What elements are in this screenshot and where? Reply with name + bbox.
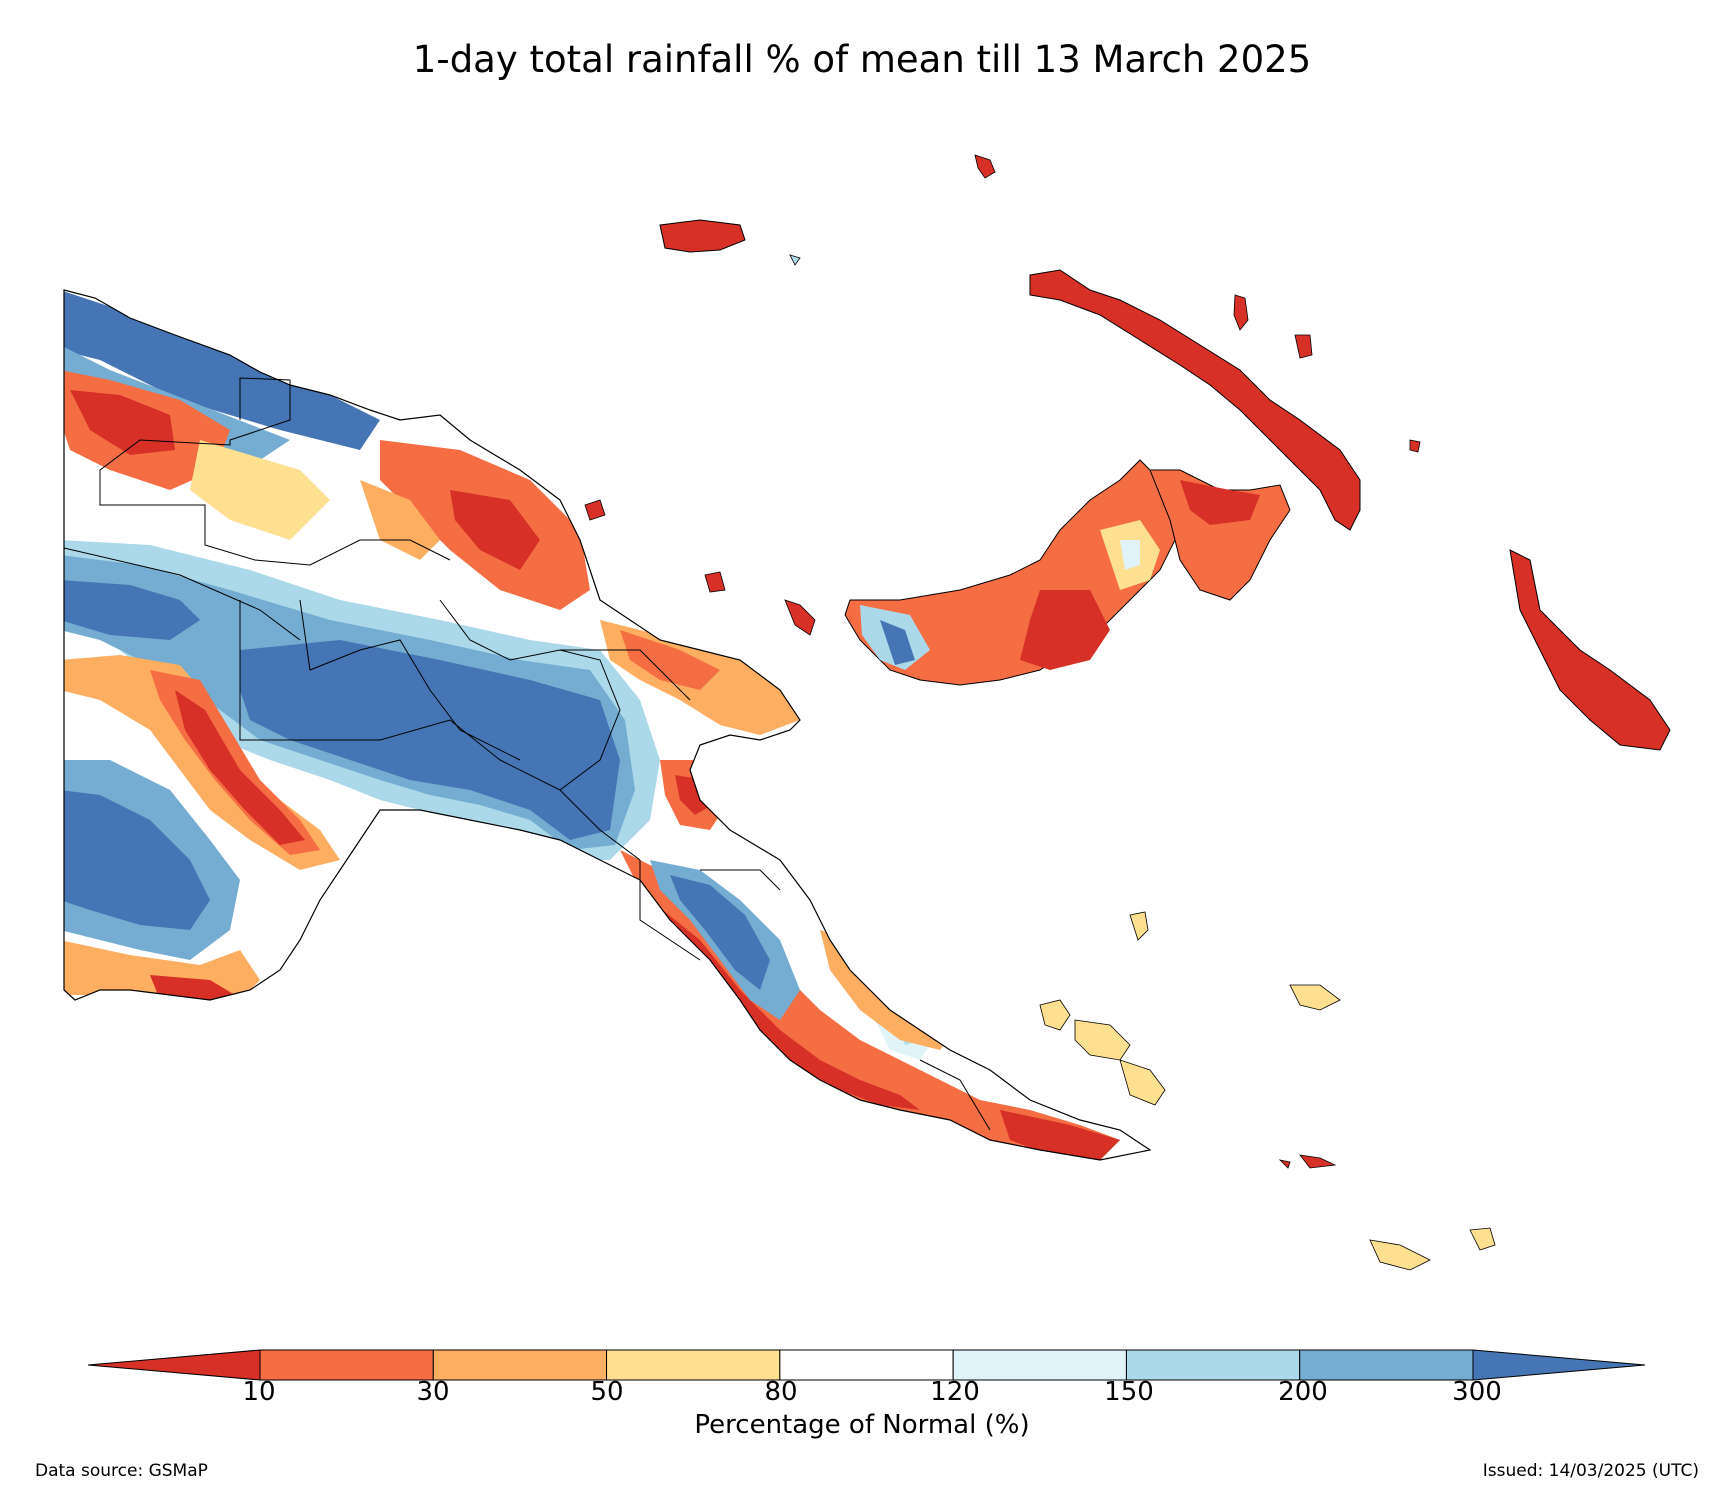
colorbar-tick-80: 80 (764, 1377, 798, 1407)
colorbar-segment-50-80 (606, 1349, 781, 1381)
colorbar-tick-150: 150 (1104, 1377, 1154, 1407)
new-ireland-island (1029, 269, 1361, 531)
milne-bay-islands (1039, 911, 1496, 1271)
region-highlands-wet (240, 640, 620, 840)
mainland-outline (63, 289, 1152, 1161)
colorbar-tick-30: 30 (416, 1377, 450, 1407)
colorbar-segment-150-200 (1125, 1349, 1301, 1381)
colorbar-tick-120: 120 (930, 1377, 980, 1407)
map-title: 1-day total rainfall % of mean till 13 M… (412, 38, 1312, 81)
colorbar-segment-<10 (87, 1349, 261, 1381)
colorbar-tick-300: 300 (1452, 1377, 1502, 1407)
province-boundaries (63, 377, 991, 1131)
colorbar-tick-200: 200 (1278, 1377, 1328, 1407)
colorbar-segment-120-150 (952, 1349, 1127, 1381)
manus-island (659, 219, 801, 266)
colorbar-segment-10-30 (259, 1349, 434, 1381)
colorbar-segment-80-120 (779, 1349, 954, 1381)
small-islands (584, 154, 1421, 1169)
colorbar-label: Percentage of Normal (%) (694, 1410, 1030, 1440)
colorbar-tick-10: 10 (242, 1377, 276, 1407)
colorbar-tick-50: 50 (590, 1377, 624, 1407)
region-north-coast-wet (64, 290, 380, 450)
data-source: Data source: GSMaP (35, 1461, 208, 1481)
colorbar-segment->300 (1472, 1349, 1646, 1381)
colorbar-segment-200-300 (1299, 1349, 1474, 1381)
issued-date: Issued: 14/03/2025 (UTC) (1482, 1461, 1699, 1481)
colorbar-segment-30-50 (432, 1349, 608, 1381)
bougainville-island (1509, 549, 1671, 751)
new-britain-island (844, 459, 1291, 686)
